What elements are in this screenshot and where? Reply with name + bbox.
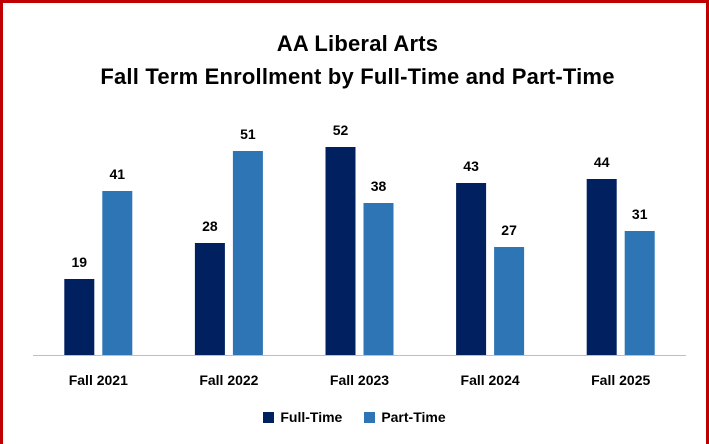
chart-title: AA Liberal Arts (276, 31, 439, 56)
bar-full-time-3 (325, 147, 356, 355)
legend-swatch-part-time (364, 411, 376, 423)
data-label-part-time-2: 51 (240, 126, 256, 142)
category-label-2: Fall 2022 (199, 372, 258, 388)
category-label-4: Fall 2024 (461, 372, 520, 388)
chart-subtitle: Fall Term Enrollment by Full-Time and Pa… (100, 64, 615, 89)
legend: Full-Time Part-Time (0, 409, 709, 425)
legend-label-full-time: Full-Time (280, 409, 343, 425)
bar-full-time-4 (456, 183, 487, 355)
bar-full-time-1 (64, 279, 95, 355)
bar-part-time-2 (232, 151, 263, 355)
data-label-full-time-4: 43 (463, 158, 479, 174)
data-label-part-time-3: 38 (371, 178, 387, 194)
category-label-1: Fall 2021 (69, 372, 128, 388)
bar-part-time-3 (363, 203, 394, 355)
data-label-full-time-2: 28 (202, 218, 218, 234)
category-label-5: Fall 2025 (591, 372, 650, 388)
legend-label-part-time: Part-Time (381, 409, 446, 425)
legend-swatch-full-time (263, 411, 275, 423)
legend-item-part-time: Part-Time (364, 409, 446, 425)
data-label-part-time-1: 41 (110, 166, 126, 182)
bar-part-time-5 (624, 231, 655, 355)
data-label-full-time-5: 44 (594, 154, 610, 170)
legend-item-full-time: Full-Time (263, 409, 342, 425)
bar-part-time-4 (494, 247, 525, 355)
data-label-full-time-3: 52 (333, 122, 349, 138)
data-label-part-time-4: 27 (501, 222, 517, 238)
bar-full-time-2 (194, 243, 225, 355)
bar-full-time-5 (586, 179, 617, 355)
data-label-part-time-5: 31 (632, 206, 648, 222)
bar-part-time-1 (102, 191, 133, 355)
category-label-3: Fall 2023 (330, 372, 389, 388)
data-label-full-time-1: 19 (72, 254, 88, 270)
